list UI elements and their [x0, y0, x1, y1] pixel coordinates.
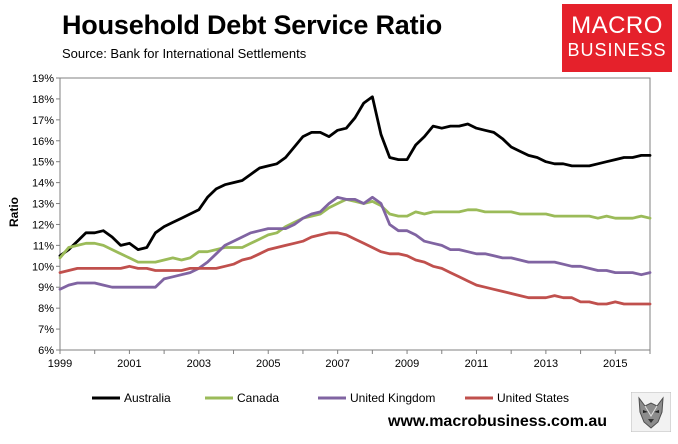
series-line-canada [58, 198, 652, 264]
y-tick-label: 10% [32, 261, 54, 273]
website-url[interactable]: www.macrobusiness.com.au [388, 413, 608, 430]
page-title: Household Debt Service Ratio [62, 10, 442, 40]
x-tick-label: 2013 [534, 358, 558, 370]
plot-frame [59, 77, 651, 351]
plot-border [59, 77, 651, 351]
y-tick-label: 8% [38, 303, 54, 315]
x-tick-label: 2005 [256, 358, 280, 370]
y-tick-label: 19% [32, 73, 54, 85]
y-tick-label: 17% [32, 115, 54, 127]
logo-line1: MACRO [571, 12, 663, 39]
x-tick-label: 2003 [187, 358, 211, 370]
series-line-united-states [58, 231, 652, 306]
legend-label-canada: Canada [237, 391, 279, 405]
y-tick-label: 15% [32, 157, 54, 169]
x-tick-label: 2001 [117, 358, 141, 370]
legend-label-united-states: United States [497, 391, 569, 405]
wolf-icon [631, 392, 671, 432]
y-tick-label: 12% [32, 219, 54, 231]
y-tick-label: 7% [38, 324, 54, 336]
x-tick-label: 2011 [465, 358, 489, 370]
y-tick-label: 14% [32, 178, 54, 190]
chart-legend: Australia Canada United Kingdom United Stat… [92, 391, 569, 405]
macrobusiness-logo: MACRO BUSINESS [562, 4, 672, 72]
y-tick-label: 11% [33, 240, 54, 252]
legend-label-australia: Australia [124, 391, 171, 405]
y-tick-label: 13% [32, 199, 54, 211]
x-tick-label: 2007 [325, 358, 349, 370]
x-axis: 1999 2001 2003 2005 2007 2009 2011 2013 2015 [48, 350, 651, 370]
y-tick-label: 16% [32, 136, 54, 148]
legend-label-united-kingdom: United Kingdom [350, 391, 435, 405]
series-line-australia [58, 95, 652, 258]
series-lines [58, 95, 652, 306]
x-tick-label: 2009 [395, 358, 419, 370]
chart-source: Source: Bank for International Settlemen… [62, 46, 307, 61]
series-line-united-kingdom [58, 195, 652, 291]
y-tick-label: 6% [38, 345, 54, 357]
y-axis-label: Ratio [7, 197, 21, 227]
y-tick-label: 18% [32, 94, 54, 106]
y-axis: 6% 7% 8% 9% 10% 11% 12% 13% 14% 15% 16% 17% 18% 19% [32, 73, 60, 357]
x-tick-label: 2015 [603, 358, 627, 370]
x-tick-label: 1999 [48, 358, 72, 370]
logo-line2: BUSINESS [567, 40, 667, 60]
y-tick-label: 9% [38, 282, 54, 294]
